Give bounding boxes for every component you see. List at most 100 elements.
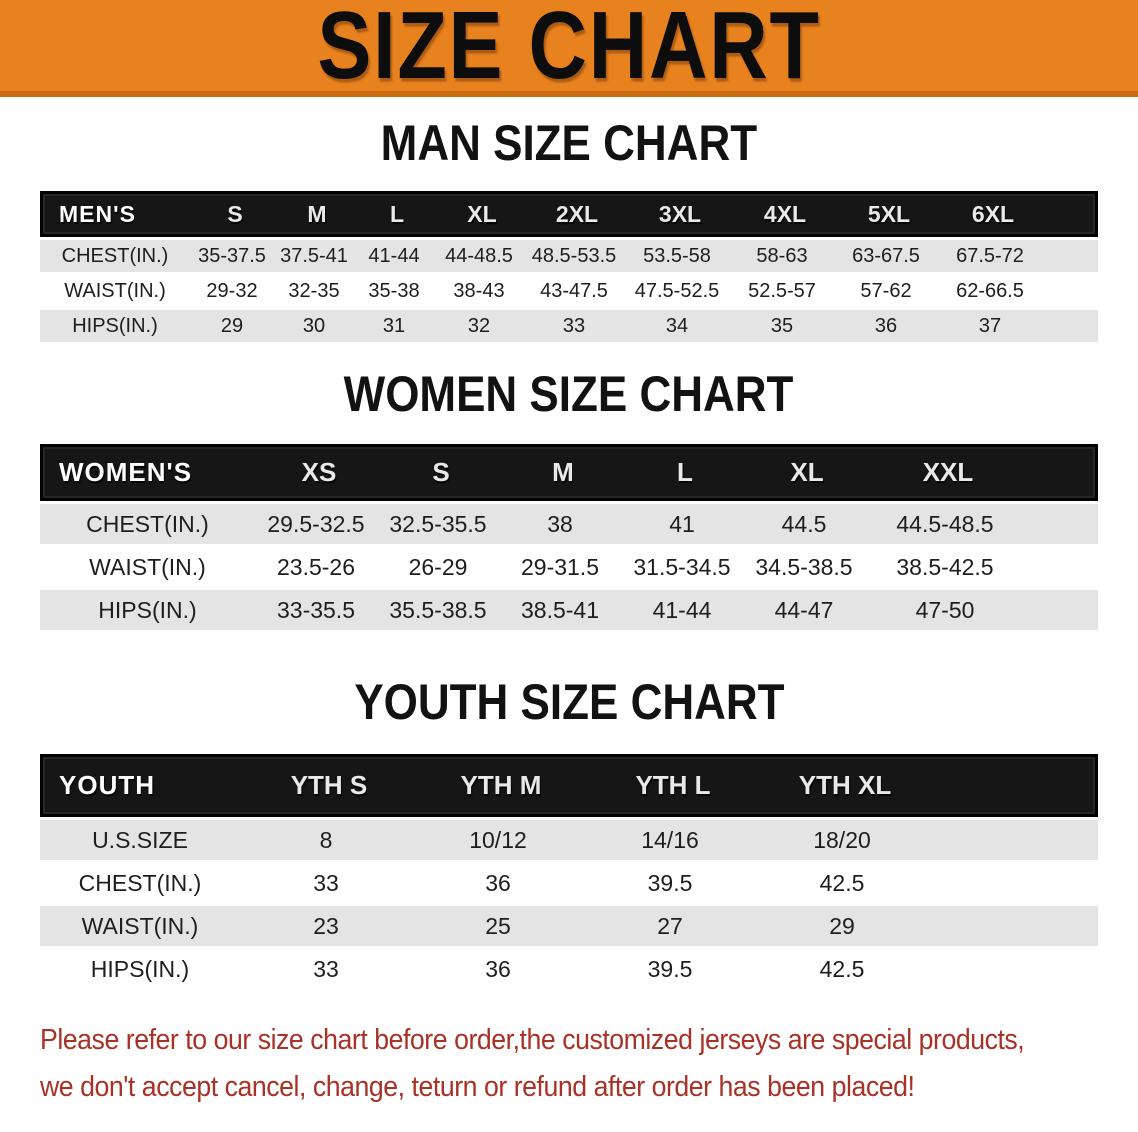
table-cell: 37.5-41 [280, 244, 348, 267]
women-section-heading: WOMEN SIZE CHART [0, 369, 1138, 419]
size-chart-banner: SIZE CHART [0, 0, 1138, 97]
men-size-header: XL [467, 200, 497, 227]
women-size-header: M [552, 457, 574, 487]
table-cell: 29.5-32.5 [267, 510, 365, 537]
table-cell: 47.5-52.5 [634, 279, 720, 302]
row-label: WAIST(IN.) [64, 279, 166, 302]
table-cell: 32.5-35.5 [389, 510, 487, 537]
disclaimer-text: Please refer to our size chart before or… [40, 1017, 1138, 1111]
table-cell: 36 [485, 869, 511, 896]
table-cell: 63-67.5 [852, 244, 920, 267]
table-cell: 10/12 [469, 826, 527, 853]
table-cell: 43-47.5 [540, 279, 608, 302]
youth-size-header: YTH L [635, 770, 711, 800]
table-cell: 47-50 [915, 596, 975, 623]
table-cell: 25 [485, 912, 511, 939]
table-cell: 35.5-38.5 [389, 596, 487, 623]
table-cell: 67.5-72 [956, 244, 1024, 267]
youth-size-header: YTH M [460, 770, 542, 800]
men-hips-row: HIPS(IN.) 29 30 31 32 33 34 35 36 37 [40, 310, 1098, 342]
row-label: WAIST(IN.) [89, 553, 206, 580]
table-cell: 23.5-26 [276, 553, 355, 580]
youth-section-heading: YOUTH SIZE CHART [0, 674, 1138, 730]
men-size-header: 6XL [971, 200, 1015, 227]
row-label: U.S.SIZE [92, 826, 188, 853]
women-size-header: S [432, 457, 450, 487]
table-cell: 26-29 [408, 553, 468, 580]
row-label: HIPS(IN.) [90, 955, 190, 982]
women-size-header: XS [301, 457, 337, 487]
table-cell: 38.5-41 [520, 596, 599, 623]
youth-size-table: YOUTH YTH S YTH M YTH L YTH XL U.S.SIZE … [40, 754, 1098, 989]
table-cell: 44.5 [781, 510, 827, 537]
row-label: CHEST(IN.) [78, 869, 202, 896]
row-label: HIPS(IN.) [98, 596, 197, 623]
men-corner-label: MEN'S [59, 200, 136, 227]
men-size-header: 5XL [867, 200, 911, 227]
table-cell: 41-44 [368, 244, 420, 267]
youth-size-header: YTH XL [798, 770, 892, 800]
table-cell: 35-37.5 [198, 244, 266, 267]
table-cell: 14/16 [641, 826, 699, 853]
men-section-heading-text: MAN SIZE CHART [380, 115, 758, 171]
disclaimer-line-1: Please refer to our size chart before or… [40, 1024, 1025, 1056]
table-cell: 29 [220, 314, 244, 337]
table-cell: 62-66.5 [956, 279, 1024, 302]
table-cell: 33-35.5 [276, 596, 355, 623]
men-size-header: M [307, 200, 327, 227]
table-cell: 31 [382, 314, 406, 337]
table-cell: 32-35 [288, 279, 340, 302]
youth-corner-label: YOUTH [59, 770, 155, 800]
women-hips-row: HIPS(IN.) 33-35.5 35.5-38.5 38.5-41 41-4… [40, 590, 1098, 630]
table-cell: 29-32 [206, 279, 258, 302]
youth-table-header-row: YOUTH YTH S YTH M YTH L YTH XL [40, 754, 1098, 817]
table-cell: 53.5-58 [643, 244, 711, 267]
table-cell: 33 [313, 955, 339, 982]
youth-size-header: YTH S [290, 770, 368, 800]
youth-section-heading-text: YOUTH SIZE CHART [353, 674, 785, 730]
table-cell: 39.5 [647, 869, 693, 896]
table-cell: 33 [313, 869, 339, 896]
table-cell: 58-63 [756, 244, 808, 267]
table-cell: 42.5 [819, 869, 865, 896]
table-cell: 34 [665, 314, 689, 337]
youth-waist-row: WAIST(IN.) 23 25 27 29 [40, 906, 1098, 946]
table-cell: 39.5 [647, 955, 693, 982]
men-size-header: 3XL [658, 200, 702, 227]
table-cell: 18/20 [813, 826, 871, 853]
table-cell: 41 [669, 510, 695, 537]
men-waist-row: WAIST(IN.) 29-32 32-35 35-38 38-43 43-47… [40, 275, 1098, 307]
table-cell: 52.5-57 [748, 279, 816, 302]
table-cell: 37 [978, 314, 1002, 337]
women-chest-row: CHEST(IN.) 29.5-32.5 32.5-35.5 38 41 44.… [40, 504, 1098, 544]
row-label: CHEST(IN.) [61, 244, 169, 267]
youth-chest-row: CHEST(IN.) 33 36 39.5 42.5 [40, 863, 1098, 903]
women-waist-row: WAIST(IN.) 23.5-26 26-29 29-31.5 31.5-34… [40, 547, 1098, 587]
table-cell: 32 [467, 314, 491, 337]
table-cell: 44-48.5 [445, 244, 513, 267]
women-size-header: L [677, 457, 693, 487]
table-cell: 35 [770, 314, 794, 337]
youth-ussize-row: U.S.SIZE 8 10/12 14/16 18/20 [40, 820, 1098, 860]
men-section-heading: MAN SIZE CHART [0, 115, 1138, 171]
men-size-header: 2XL [555, 200, 599, 227]
table-cell: 31.5-34.5 [633, 553, 731, 580]
women-size-header: XL [790, 457, 824, 487]
table-cell: 30 [302, 314, 326, 337]
table-cell: 29-31.5 [520, 553, 599, 580]
table-cell: 44-47 [774, 596, 834, 623]
men-size-table: MEN'S S M L XL 2XL 3XL 4XL 5XL 6XL CHEST… [40, 191, 1098, 342]
men-size-header: S [227, 200, 243, 227]
women-size-header: XXL [922, 457, 974, 487]
women-corner-label: WOMEN'S [59, 457, 193, 487]
table-cell: 44.5-48.5 [896, 510, 994, 537]
table-cell: 27 [657, 912, 683, 939]
table-cell: 36 [874, 314, 898, 337]
table-cell: 42.5 [819, 955, 865, 982]
row-label: HIPS(IN.) [72, 314, 158, 337]
banner-title: SIZE CHART [317, 0, 821, 99]
table-cell: 35-38 [368, 279, 420, 302]
table-cell: 38.5-42.5 [896, 553, 994, 580]
men-table-header-row: MEN'S S M L XL 2XL 3XL 4XL 5XL 6XL [40, 191, 1098, 237]
men-size-header: L [389, 200, 405, 227]
